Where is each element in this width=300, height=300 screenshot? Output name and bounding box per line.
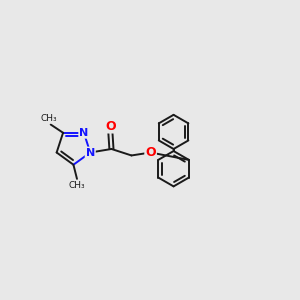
Text: O: O [105, 119, 116, 133]
Text: CH₃: CH₃ [41, 114, 58, 123]
Text: N: N [79, 128, 88, 138]
Text: CH₃: CH₃ [69, 181, 85, 190]
Text: O: O [145, 146, 156, 159]
Text: N: N [85, 148, 95, 158]
